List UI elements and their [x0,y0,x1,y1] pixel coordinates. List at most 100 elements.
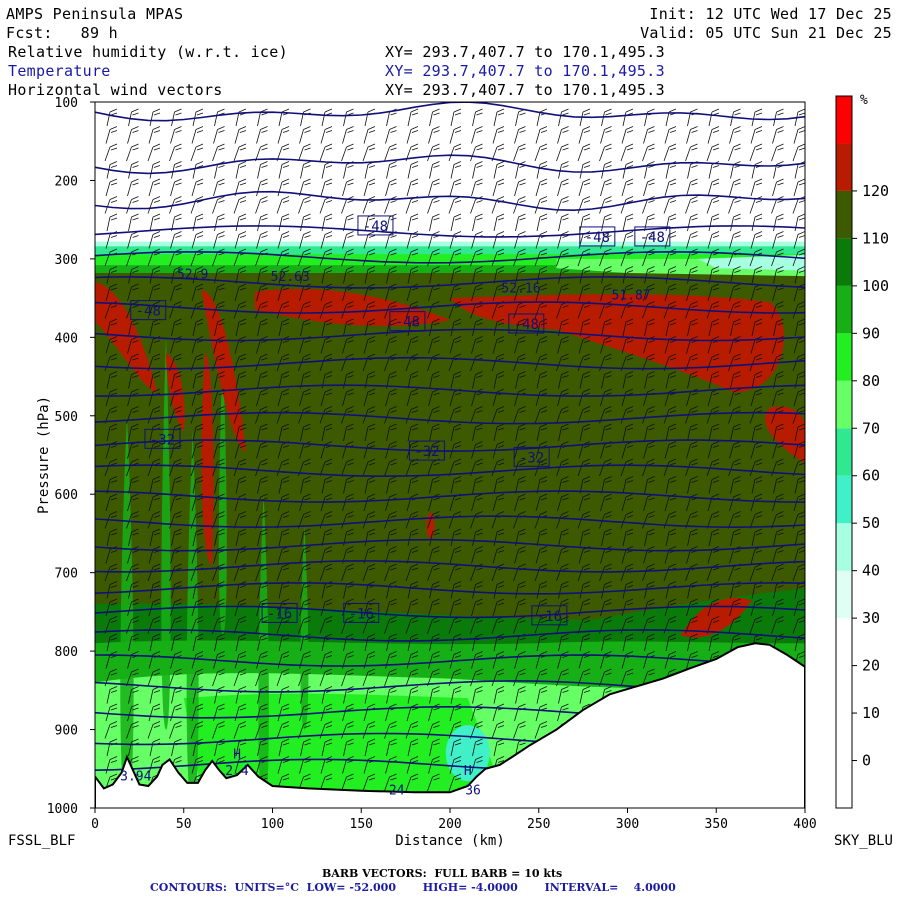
temperature-contour-8 [95,356,805,370]
contour-label-0: -48 [363,219,388,235]
left-endpoint-label: FSSL_BLF [8,833,75,849]
y-tick-label-1: 200 [55,174,78,189]
right-endpoint-label: SKY_BLU [834,833,893,849]
x-tick-label-1: 50 [176,817,192,832]
temperature-contour-12 [95,464,805,478]
contour-legend: CONTOURS: UNITS=°C LOW= -52.000 HIGH= -4… [150,881,676,894]
contour-label-box-9 [261,602,298,623]
colorbar-label-11: 110 [862,229,889,247]
colorbar-label-3: 30 [862,609,880,627]
contour-label-9: -16 [267,606,292,622]
temperature-contour-5 [95,276,805,289]
temperature-contour-16 [95,560,805,573]
temperature-contour-4 [95,251,805,264]
contour-label-box-7 [408,440,445,461]
rh-sat-streak-1 [201,290,246,452]
temperature-contour-15 [95,538,805,552]
extremum-label-3: 51.87 [611,289,650,304]
y-tick-label-3: 400 [55,331,78,346]
layer-label-temperature: Temperature [8,62,111,80]
temperature-contour-14 [95,515,805,529]
contour-label-5: -48 [514,317,539,333]
contour-label-box-10 [343,602,380,623]
contour-label-6: -32 [150,432,175,448]
temperature-contour-2 [95,190,805,212]
colorbar-segment-2 [836,523,852,571]
init-time: Init: 12 UTC Wed 17 Dec 25 [649,5,892,23]
y-tick-label-0: 100 [55,96,78,111]
contour-label-3: -48 [136,304,161,320]
colorbar-segment-7 [836,285,852,334]
rh-sat-streak-3 [166,353,185,432]
extremum-label-2: 52.16 [501,282,540,297]
extremum-label-0: 52.9 [177,268,208,283]
x-tick-label-6: 300 [616,817,639,832]
layer-xy-temperature: XY= 293.7,407.7 to 170.1,495.3 [385,62,665,80]
layer-label-wind: Horizontal wind vectors [8,81,223,99]
temperature-contour-18 [95,605,805,619]
x-axis-title: Distance (km) [395,833,505,849]
contour-label-7: -32 [414,444,439,460]
x-tick-label-0: 0 [91,817,99,832]
colorbar-label-12: 120 [862,182,889,200]
y-tick-label-7: 800 [55,645,78,660]
contour-label-box-3 [130,300,167,321]
colorbar-frame [835,95,853,809]
colorbar-segment-6 [836,333,852,381]
contour-label-box-6 [144,428,181,449]
colorbar-label-5: 50 [862,514,880,532]
colorbar-segment-3 [836,475,852,524]
colorbar-unit: % [860,93,868,108]
forecast-hour: Fcst: 89 h [6,24,118,42]
temperature-contour-19 [95,629,805,642]
y-tick-label-8: 900 [55,724,78,739]
x-tick-label-5: 250 [527,817,550,832]
extremum-label-6: H [233,748,241,763]
rh-sat-streak-2 [201,353,214,565]
colorbar-label-9: 90 [862,324,880,342]
colorbar-label-10: 100 [862,277,889,295]
x-tick-label-7: 350 [705,817,728,832]
temperature-contour-1 [95,154,805,175]
rh-sat-far-right [765,406,805,463]
contour-label-box-5 [508,313,545,334]
colorbar-segment-1 [836,570,852,619]
temperature-contour-11 [95,439,805,452]
contour-label-1: -48 [585,230,610,246]
rh-plume-5 [300,525,309,730]
colorbar-segment-10 [836,143,852,191]
rh-band-60 [95,246,805,258]
temperature-contour-3 [95,225,805,238]
rh-plume-4 [258,494,269,808]
colorbar-segment-8 [836,238,852,286]
extremum-label-1: 52.63 [271,270,310,285]
rh-plume-1 [161,337,171,730]
contour-label-box-2 [634,226,671,247]
contour-label-box-8 [513,446,550,467]
colorbar-label-1: 10 [862,704,880,722]
y-axis-title: Pressure (hPa) [36,396,52,514]
temperature-contour-13 [95,490,805,503]
barb-legend: BARB VECTORS: FULL BARB = 10 kts [322,867,563,880]
model-title: AMPS Peninsula MPAS [6,5,184,23]
colorbar-segment-9 [836,190,852,239]
layer-label-rh: Relative humidity (w.r.t. ice) [8,43,288,61]
terrain [95,642,805,808]
layer-xy-rh: XY= 293.7,407.7 to 170.1,495.3 [385,43,665,61]
contour-label-box-1 [579,226,616,247]
temperature-contour-6 [95,301,805,314]
layer-xy-wind: XY= 293.7,407.7 to 170.1,495.3 [385,81,665,99]
contour-label-box-0 [357,215,394,236]
temperature-contour-9 [95,384,805,397]
rh-sat-mid [254,289,450,326]
x-tick-label-3: 150 [350,817,373,832]
rh-patch-right-cyan [698,254,805,271]
x-tick-label-2: 100 [261,817,284,832]
x-tick-label-4: 200 [438,817,461,832]
rh-sat-spot [426,512,435,539]
colorbar-label-2: 20 [862,657,880,675]
y-tick-label-4: 500 [55,410,78,425]
contour-label-box-4 [389,311,426,332]
contour-label-4: -48 [395,315,420,331]
